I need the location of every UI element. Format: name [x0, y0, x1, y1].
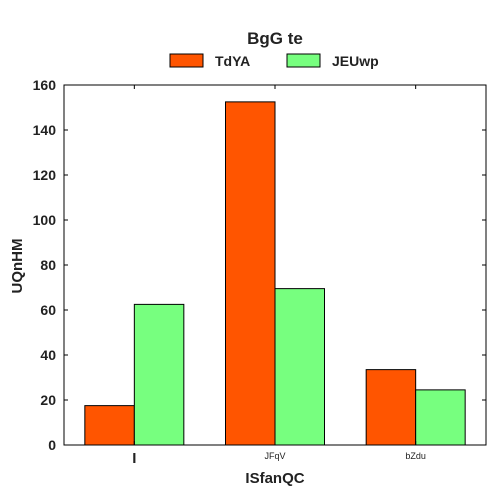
y-tick-label: 80 [40, 257, 56, 273]
bar-jeuwp-1 [274, 288, 325, 446]
x-tick-label: bZdu [405, 451, 426, 461]
legend-swatch-jeuwp [286, 53, 321, 68]
y-tick-label: 100 [33, 212, 57, 228]
legend: TdYA JEUwp [169, 53, 379, 69]
bar-jeuwp-2 [415, 389, 466, 446]
y-tick-label: 0 [48, 437, 56, 453]
x-tick-label: JFqV [264, 451, 285, 461]
legend-swatch-tdya [169, 53, 204, 68]
x-tick-label: I [132, 450, 136, 467]
legend-label-jeuwp: JEUwp [332, 53, 379, 69]
y-tick-label: 40 [40, 347, 56, 363]
y-tick-label: 20 [40, 392, 56, 408]
bar-tdya-2 [365, 369, 417, 446]
y-axis-label: UQnHM [9, 239, 26, 294]
y-tick-label: 60 [40, 302, 56, 318]
x-axis-label: ISfanQC [245, 470, 304, 487]
y-tick-label: 120 [33, 167, 57, 183]
plot-area: 0 20 40 60 80 100 120 140 160 I JFqV bZdu [33, 77, 487, 467]
legend-label-tdya: TdYA [215, 53, 250, 69]
bar-tdya-0 [84, 405, 135, 446]
chart-title: BgG te [247, 29, 303, 48]
bar-tdya-1 [225, 101, 276, 446]
y-tick-label: 140 [33, 122, 57, 138]
y-tick-label: 160 [33, 77, 57, 93]
bar-jeuwp-0 [133, 303, 185, 446]
